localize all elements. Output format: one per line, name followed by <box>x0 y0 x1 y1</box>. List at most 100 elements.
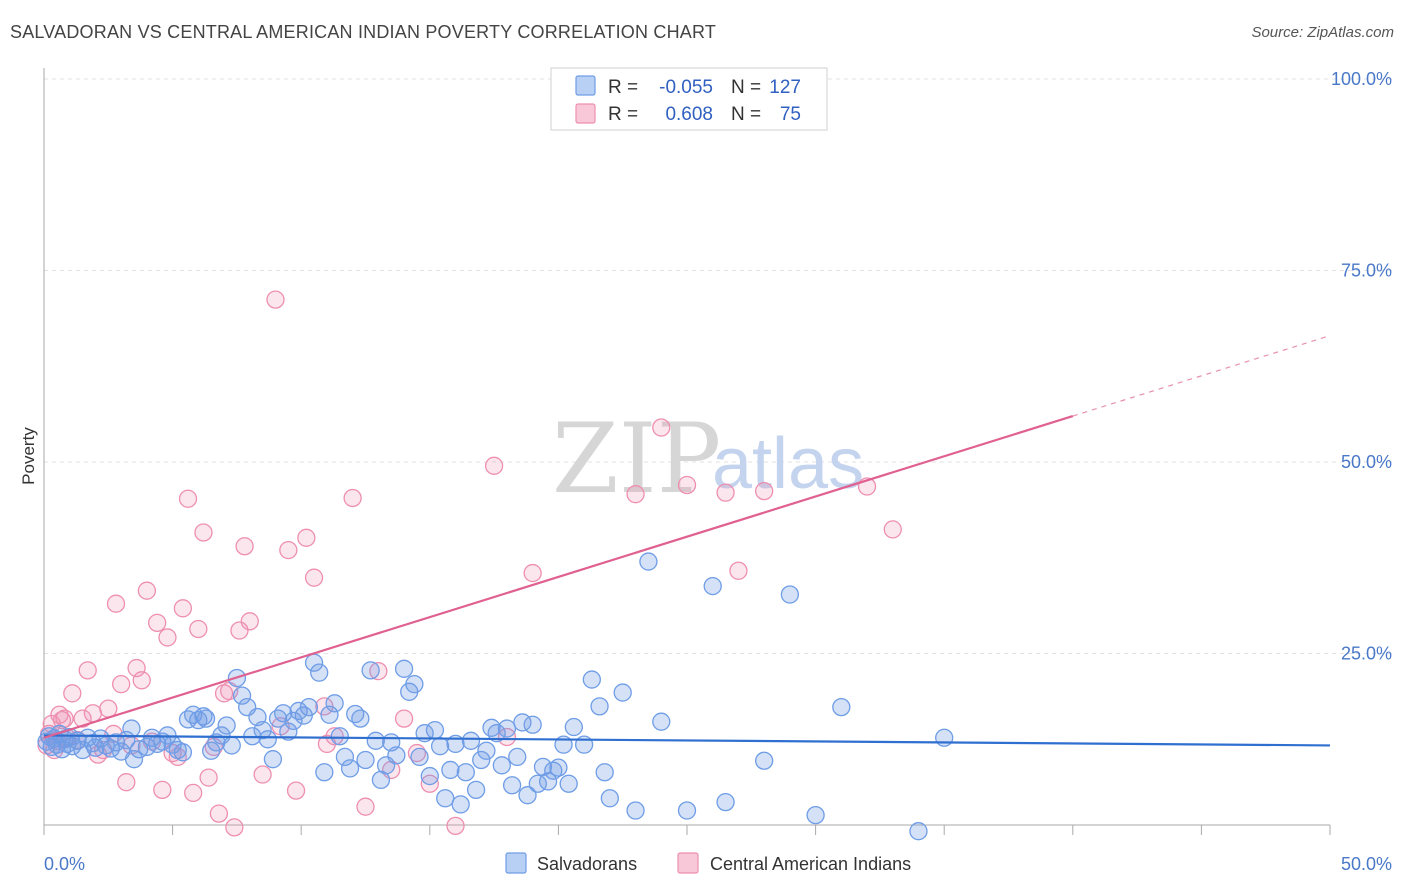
data-point-central-american-indians <box>755 481 774 501</box>
legend-swatch-salvadorans <box>505 852 527 874</box>
data-point-salvadorans <box>299 697 319 717</box>
data-point-salvadorans <box>430 737 450 756</box>
data-point-salvadorans <box>173 743 193 762</box>
data-point-central-american-indians <box>253 765 272 784</box>
data-point-salvadorans <box>394 659 414 678</box>
data-point-salvadorans <box>538 772 558 791</box>
data-point-salvadorans <box>441 760 460 780</box>
data-point-salvadorans <box>356 750 375 770</box>
data-point-central-american-indians <box>194 523 213 542</box>
data-point-salvadorans <box>366 731 385 750</box>
data-point-salvadorans <box>456 763 475 782</box>
data-point-central-american-indians <box>652 418 671 437</box>
data-point-salvadorans <box>508 747 527 767</box>
data-point-salvadorans <box>263 750 283 769</box>
watermark-zip: ZIP <box>552 403 721 515</box>
data-point-salvadorans <box>196 709 216 728</box>
data-point-central-american-indians <box>230 621 249 640</box>
y-tick-labels: 25.0% 50.0% 75.0% 100.0% <box>1331 69 1392 664</box>
data-point-central-american-indians <box>63 684 82 703</box>
series-salvadorans-points <box>37 552 954 841</box>
legend-swatch-central-american-indians <box>677 852 699 874</box>
data-point-salvadorans <box>639 552 658 571</box>
data-point-salvadorans <box>258 730 277 749</box>
data-point-salvadorans <box>652 712 671 731</box>
data-point-central-american-indians <box>420 774 439 793</box>
data-point-salvadorans <box>253 720 272 740</box>
data-point-salvadorans <box>335 747 355 767</box>
data-point-salvadorans <box>78 728 97 747</box>
stats-swatch-salvadorans <box>575 75 596 96</box>
data-point-salvadorans <box>320 705 339 724</box>
data-point-salvadorans <box>806 805 825 825</box>
data-point-central-american-indians <box>304 568 324 587</box>
data-point-salvadorans <box>194 707 213 726</box>
data-point-salvadorans <box>387 746 406 765</box>
legend-label-central-american-indians: Central American Indians <box>710 854 911 874</box>
data-point-salvadorans <box>217 716 236 735</box>
data-point-salvadorans <box>420 766 439 786</box>
y-tick-label: 25.0% <box>1341 644 1392 664</box>
y-axis-title: Poverty <box>19 427 38 485</box>
trendline-central-american-indians <box>43 414 1074 739</box>
data-point-salvadorans <box>451 795 470 814</box>
data-point-central-american-indians <box>325 727 344 746</box>
data-point-salvadorans <box>63 737 82 756</box>
source-credit: Source: ZipAtlas.com <box>1251 24 1394 41</box>
data-point-salvadorans <box>222 736 241 755</box>
data-point-central-american-indians <box>55 709 74 728</box>
stats-r-value-2: 0.608 <box>665 104 713 125</box>
data-point-salvadorans <box>425 720 445 740</box>
data-point-salvadorans <box>340 759 360 778</box>
data-point-salvadorans <box>482 718 501 737</box>
gridlines <box>44 78 1392 654</box>
data-point-central-american-indians <box>148 613 167 633</box>
data-point-salvadorans <box>466 780 486 799</box>
data-point-central-american-indians <box>78 661 97 680</box>
data-point-salvadorans <box>315 763 334 782</box>
data-point-central-american-indians <box>189 619 208 639</box>
data-point-central-american-indians <box>235 537 254 556</box>
data-point-central-american-indians <box>356 797 375 816</box>
data-point-salvadorans <box>279 722 298 741</box>
stats-r-value-1: -0.055 <box>659 77 713 98</box>
data-point-central-american-indians <box>153 780 172 799</box>
data-point-salvadorans <box>436 789 455 808</box>
data-point-salvadorans <box>351 709 370 728</box>
x-tick-label-max: 50.0% <box>1341 854 1392 874</box>
data-point-central-american-indians <box>99 699 118 718</box>
data-point-central-american-indians <box>523 563 542 583</box>
legend: Salvadorans Central American Indians <box>505 852 911 874</box>
data-point-central-american-indians <box>83 704 103 723</box>
data-point-salvadorans <box>124 750 144 769</box>
data-point-salvadorans <box>472 750 491 770</box>
data-point-salvadorans <box>122 719 141 738</box>
data-point-salvadorans <box>518 786 537 805</box>
data-point-salvadorans <box>477 741 496 760</box>
data-point-central-american-indians <box>225 818 244 837</box>
data-point-central-american-indians <box>677 475 697 495</box>
stats-box: R = -0.055 N = 127 R = 0.608 N = 75 <box>550 67 828 131</box>
stats-box-frame <box>550 67 828 131</box>
data-point-salvadorans <box>703 576 722 596</box>
data-point-central-american-indians <box>178 489 198 508</box>
data-point-central-american-indians <box>484 456 504 475</box>
data-point-salvadorans <box>274 704 293 723</box>
data-point-salvadorans <box>559 774 578 793</box>
data-point-salvadorans <box>716 792 735 812</box>
stats-r-label-1: R = <box>608 77 638 98</box>
data-point-salvadorans <box>268 709 288 728</box>
data-point-central-american-indians <box>729 561 748 580</box>
trendlines <box>43 335 1331 747</box>
data-point-central-american-indians <box>132 671 151 690</box>
data-point-salvadorans <box>544 761 563 780</box>
data-point-central-american-indians <box>626 485 645 504</box>
watermark-atlas: atlas <box>712 424 864 504</box>
stats-n-label-1: N = <box>731 77 761 98</box>
data-point-central-american-indians <box>883 520 902 539</box>
data-point-central-american-indians <box>184 783 203 803</box>
data-point-salvadorans <box>935 728 954 747</box>
x-tick-label-min: 0.0% <box>44 854 85 874</box>
data-point-salvadorans <box>909 822 928 841</box>
trendline-salvadorans <box>43 734 1331 747</box>
